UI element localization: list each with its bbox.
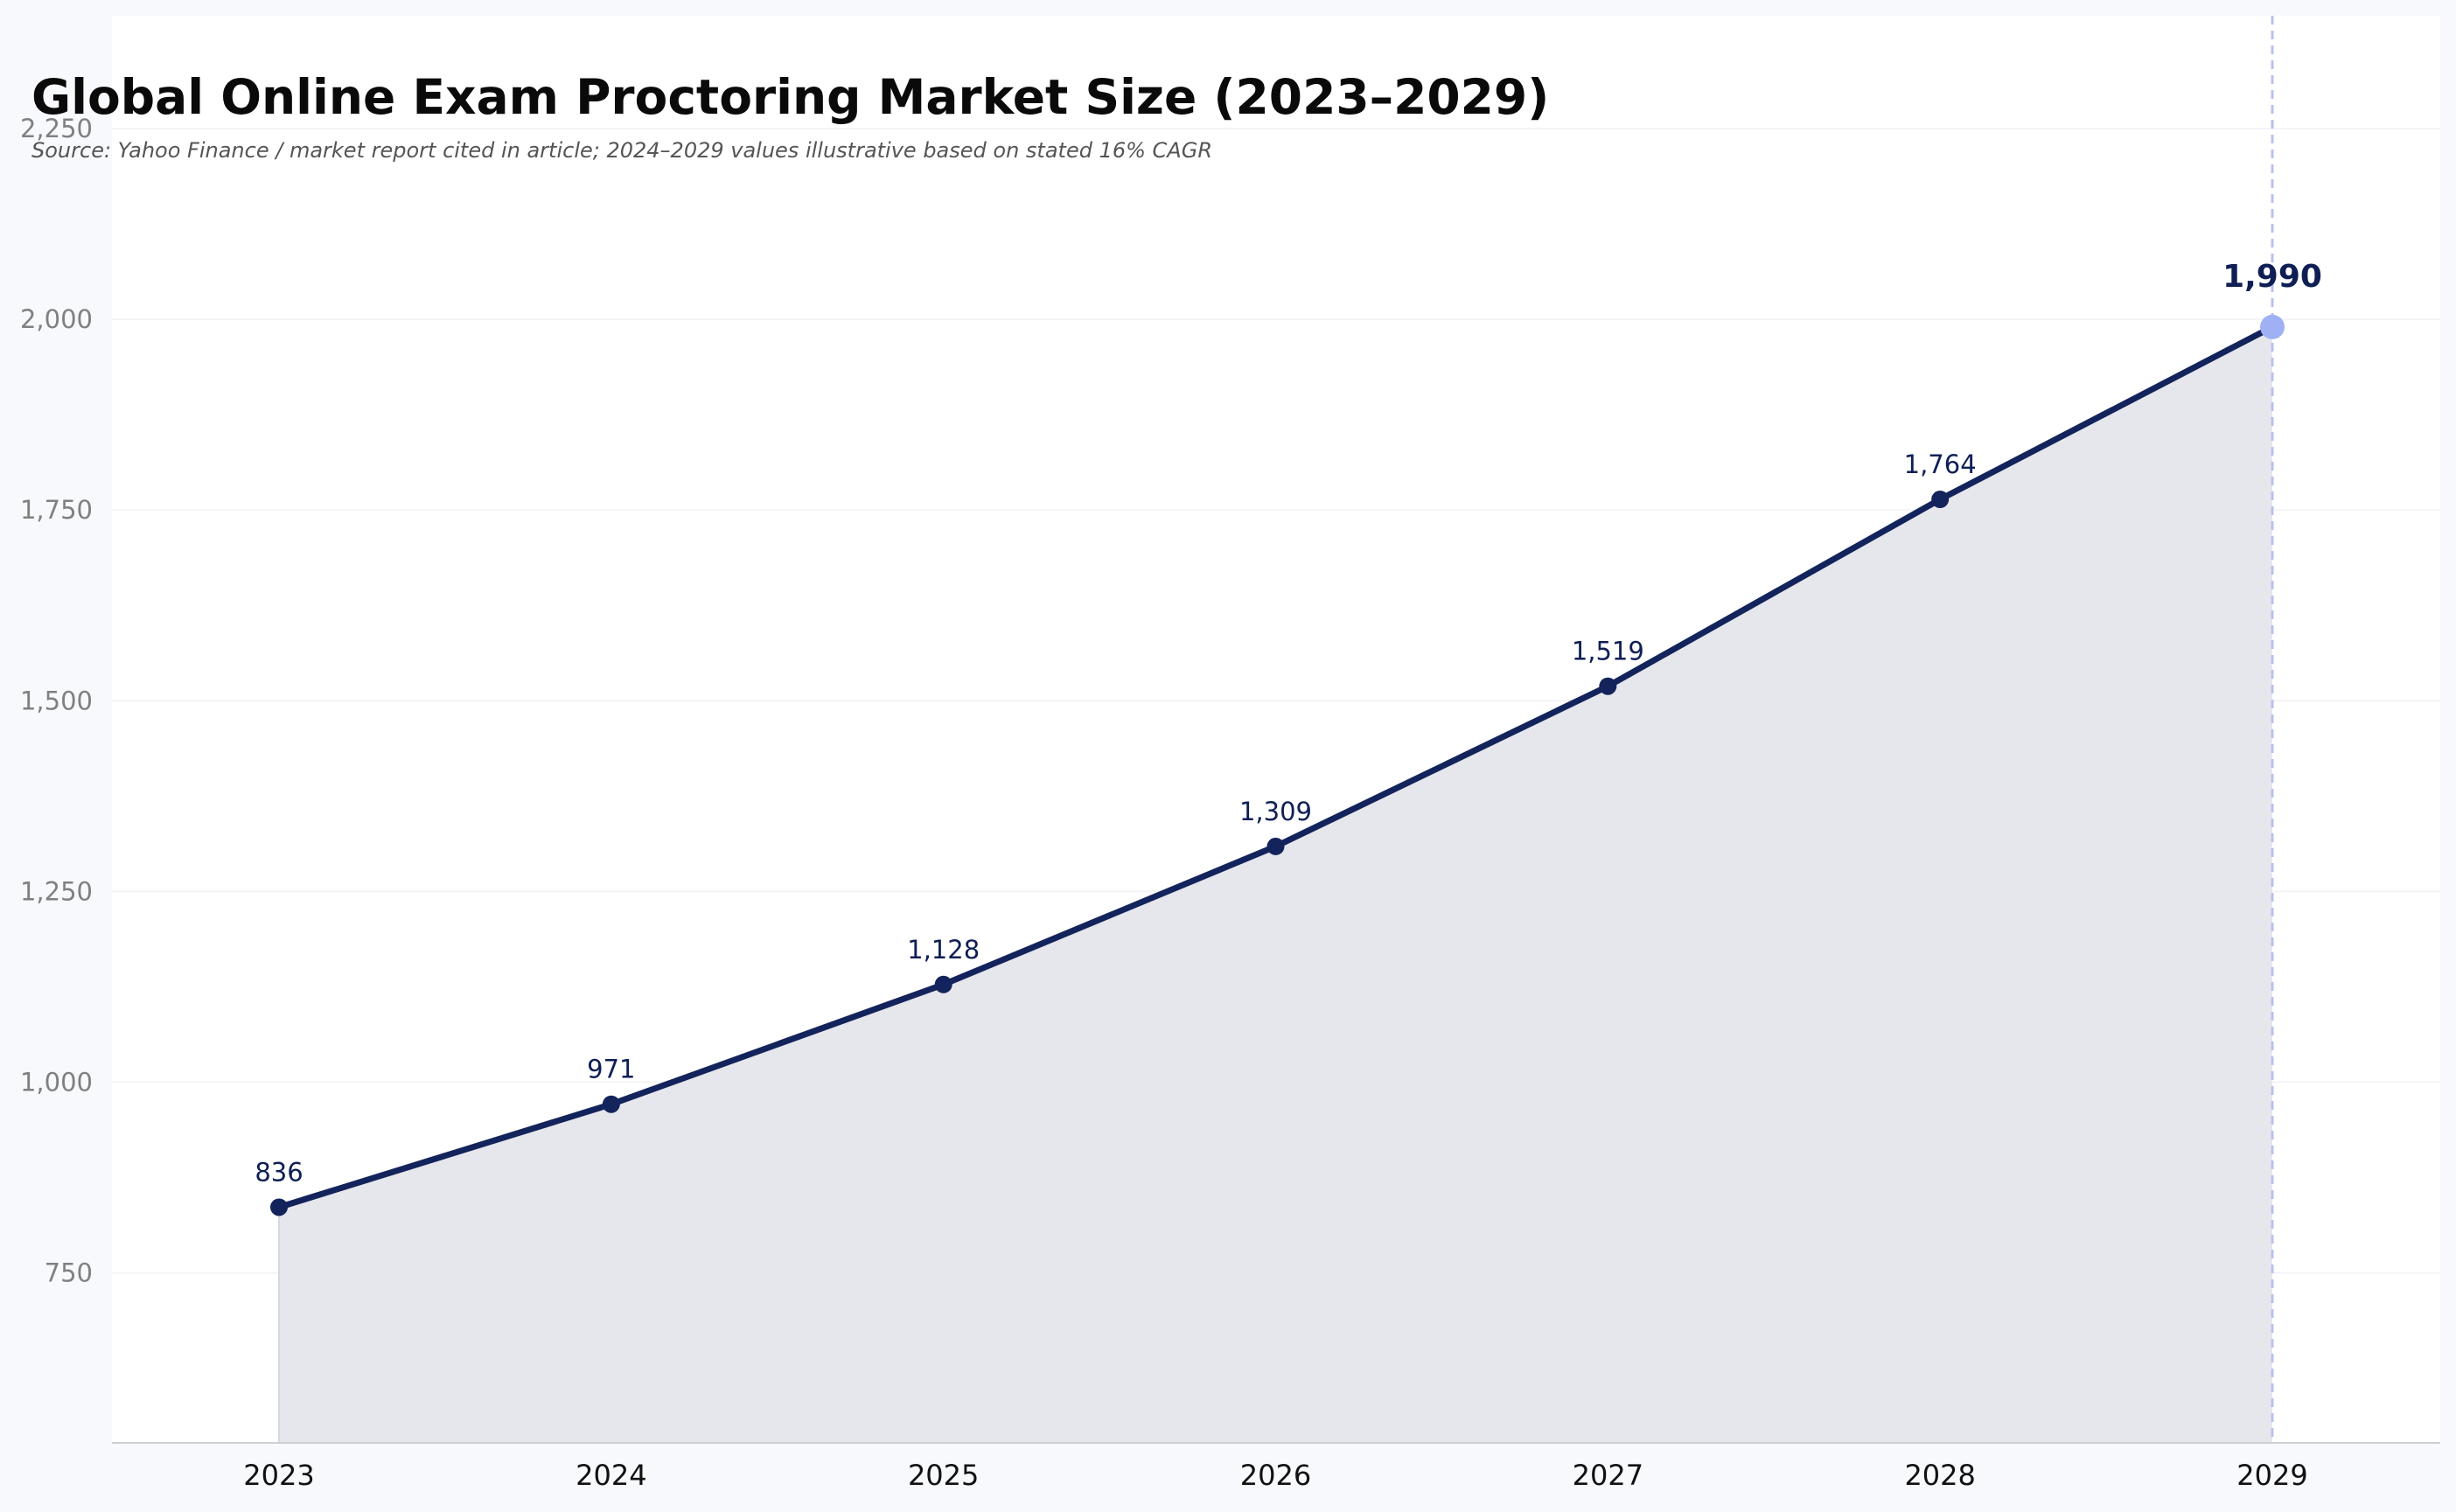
data-point-highlight (2260, 314, 2285, 339)
data-point (934, 975, 952, 993)
data-point (1266, 837, 1285, 855)
data-label: 1,764 (1904, 449, 1977, 479)
x-tick-label: 2023 (243, 1459, 314, 1492)
data-point (602, 1095, 620, 1113)
y-tick-label: 1,500 (20, 686, 93, 715)
data-point (1931, 491, 1950, 509)
data-label: 1,309 (1239, 797, 1312, 826)
x-tick-label: 2025 (908, 1459, 979, 1492)
x-tick-label: 2024 (576, 1459, 646, 1492)
label-layer: 836 971 1,128 1,309 1,519 1,764 1,990 (255, 259, 2322, 1188)
x-tick-layer: 2023 2024 2025 2026 2027 2028 2029 (243, 1459, 2307, 1492)
point-layer (270, 314, 2285, 1216)
y-tick-label: 2,250 (20, 114, 93, 143)
x-tick-label: 2029 (2236, 1459, 2307, 1492)
data-label: 1,519 (1572, 637, 1644, 666)
chart-subtitle: Source: Yahoo Finance / market report ci… (31, 138, 1212, 163)
data-label: 1,128 (907, 935, 980, 965)
y-tick-label: 1,750 (20, 495, 93, 525)
y-tick-label: 2,000 (20, 304, 93, 334)
data-point (270, 1198, 288, 1216)
x-tick-label: 2028 (1904, 1459, 1975, 1492)
y-tick-label: 750 (45, 1258, 93, 1287)
y-tick-layer: 750 1,000 1,250 1,500 1,750 2,000 2,250 (20, 114, 93, 1287)
area-fill (279, 326, 2272, 1443)
chart-title: Global Online Exam Proctoring Market Siz… (31, 69, 1549, 125)
data-label-highlight: 1,990 (2222, 259, 2322, 295)
area-layer (278, 326, 2272, 1443)
y-tick-label: 1,000 (20, 1067, 93, 1097)
x-tick-label: 2026 (1240, 1459, 1311, 1492)
data-point (1599, 677, 1617, 695)
data-label: 836 (255, 1157, 303, 1187)
y-tick-label: 1,250 (20, 876, 93, 906)
x-tick-label: 2027 (1573, 1459, 1643, 1492)
data-label: 971 (587, 1055, 635, 1084)
